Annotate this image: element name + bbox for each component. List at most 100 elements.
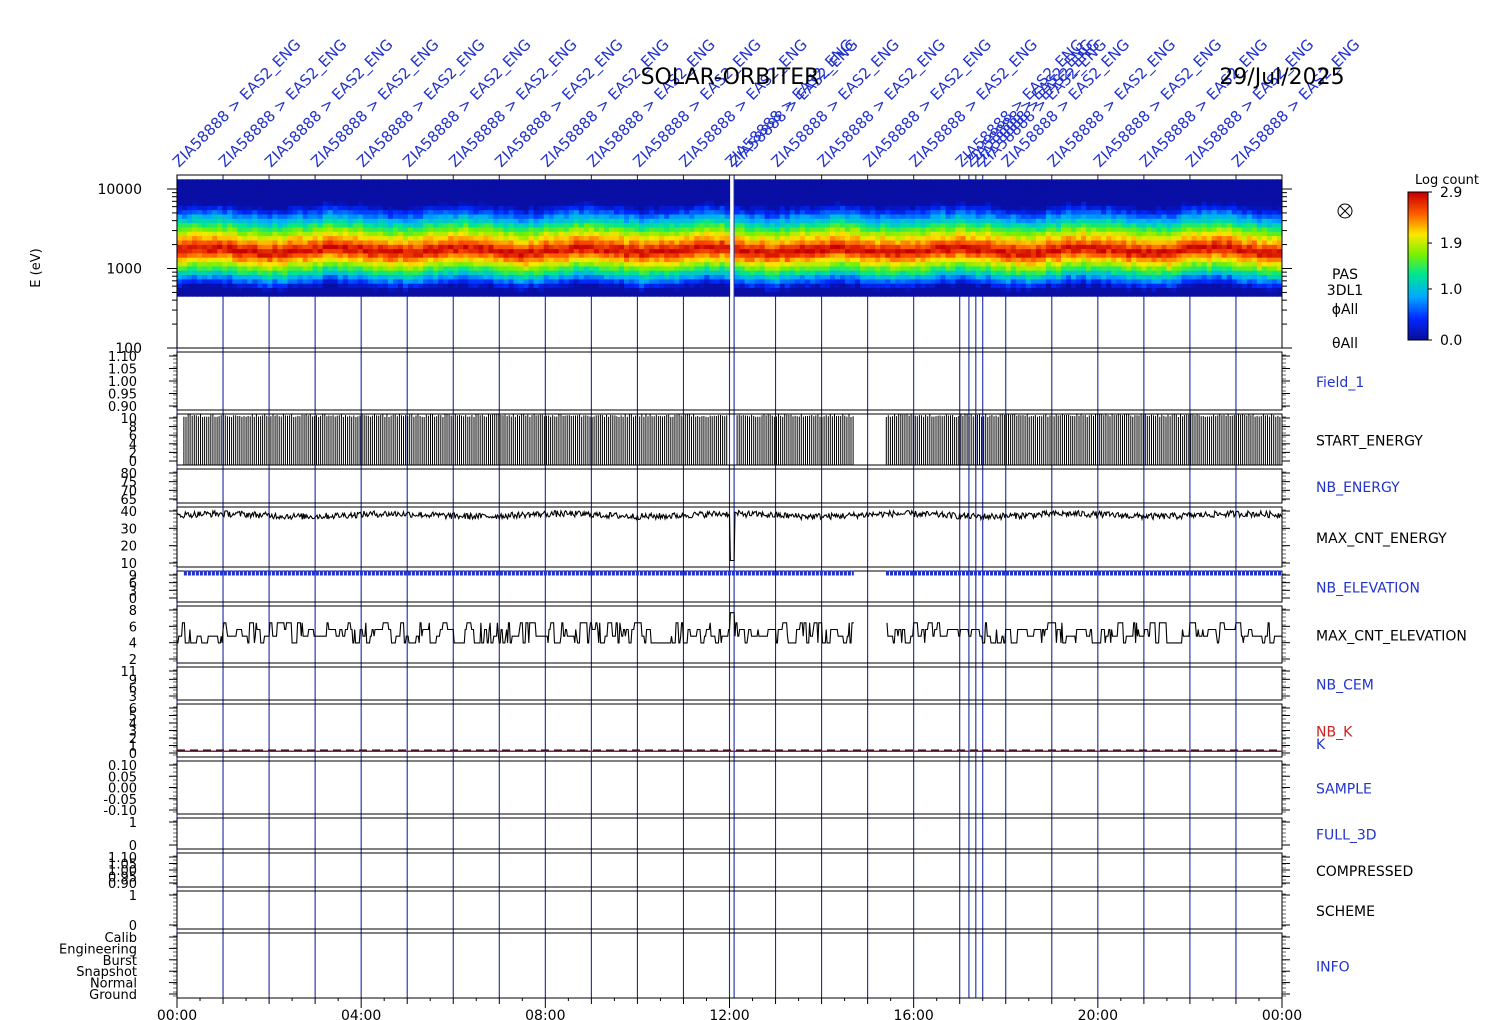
spectrogram-cell <box>915 283 921 288</box>
spectrogram-cell <box>573 196 580 202</box>
spectrogram-cell <box>523 252 530 258</box>
spectrogram-cell <box>875 231 881 237</box>
spectrogram-cell <box>654 196 660 202</box>
spectrogram-cell <box>262 278 268 284</box>
spectrogram-cell <box>880 213 886 219</box>
spectrogram-cell <box>809 205 816 211</box>
spectrogram-cell <box>237 235 243 241</box>
spectrogram-cell <box>629 270 635 275</box>
spectrogram-cell <box>704 244 710 250</box>
spectrogram-cell <box>543 235 550 241</box>
spectrogram-cell <box>247 278 253 284</box>
spectrogram-cell <box>478 287 484 293</box>
spectrogram-cell <box>287 287 294 293</box>
spectrogram-cell <box>1076 244 1082 250</box>
spectrogram-cell <box>493 287 499 293</box>
spectrogram-cell <box>428 274 434 280</box>
spectrogram-cell <box>1081 179 1087 185</box>
spectrogram-cell <box>307 179 314 185</box>
spectrogram-cell <box>1030 205 1037 211</box>
spectrogram-cell <box>769 287 776 293</box>
spectrogram-cell <box>960 222 967 228</box>
spectrogram-cell <box>789 248 796 254</box>
spectrogram-cell <box>237 226 243 232</box>
spectrogram-cell <box>292 252 299 258</box>
spectrogram-cell <box>830 274 836 280</box>
spectrogram-cell <box>483 213 489 219</box>
spectrogram-cell <box>423 291 429 297</box>
spectrogram-cell <box>940 205 947 211</box>
spectrogram-cell <box>799 274 806 280</box>
spectrogram-cell <box>453 209 459 215</box>
spectrogram-cell <box>1000 179 1007 185</box>
spectrogram-cell <box>468 261 474 267</box>
spectrogram-cell <box>679 188 685 193</box>
spectrogram-cell <box>719 192 726 198</box>
spectrogram-cell <box>995 209 1002 215</box>
spectrogram-cell <box>694 201 700 206</box>
spectrogram-cell <box>553 265 560 271</box>
spectrogram-cell <box>583 192 590 198</box>
spectrogram-cell <box>629 209 635 215</box>
spectrogram-cell <box>789 183 796 189</box>
spectrogram-cell <box>910 205 916 211</box>
spectrogram-cell <box>247 222 253 228</box>
spectrogram-cell <box>860 196 866 202</box>
spectrogram-cell <box>317 287 324 293</box>
spectrogram-cell <box>749 213 756 219</box>
spectrogram-cell <box>689 201 695 206</box>
spectrogram-cell <box>945 283 952 288</box>
spectrogram-cell <box>1035 265 1042 271</box>
spectrogram-cell <box>915 209 921 215</box>
spectrogram-cell <box>764 192 771 198</box>
spectrogram-cell <box>840 183 846 189</box>
spectrogram-cell <box>302 244 309 250</box>
spectrogram-cell <box>900 235 906 241</box>
spectrogram-cell <box>443 244 449 250</box>
spectrogram-cell <box>980 291 987 297</box>
spectrogram-cell <box>212 192 218 198</box>
spectrogram-cell <box>870 213 876 219</box>
spectrogram-cell <box>764 244 771 250</box>
spectrogram-cell <box>764 196 771 202</box>
spectrogram-cell <box>915 239 921 245</box>
spectrogram-cell <box>367 205 374 211</box>
spectrogram-cell <box>232 179 238 185</box>
spectrogram-cell <box>1040 201 1047 206</box>
spectrogram-cell <box>317 252 324 258</box>
spectrogram-cell <box>382 278 389 284</box>
spectrogram-cell <box>433 283 439 288</box>
spectrogram-cell <box>227 257 233 263</box>
spectrogram-cell <box>538 257 545 263</box>
spectrogram-cell <box>634 261 640 267</box>
spectrogram-cell <box>312 283 319 288</box>
spectrogram-cell <box>1076 278 1082 284</box>
spectrogram-cell <box>393 188 399 193</box>
spectrogram-cell <box>302 205 309 211</box>
spectrogram-cell <box>784 196 791 202</box>
spectrogram-cell <box>568 244 575 250</box>
spectrogram-cell <box>980 270 987 275</box>
spectrogram-cell <box>1081 235 1087 241</box>
spectrogram-cell <box>327 261 334 267</box>
spectrogram-cell <box>970 257 977 263</box>
spectrogram-cell <box>347 218 354 224</box>
spectrogram-cell <box>297 252 304 258</box>
spectrogram-cell <box>769 183 776 189</box>
spectrogram-cell <box>212 218 218 224</box>
spectrogram-cell <box>498 257 505 263</box>
spectrogram-cell <box>367 274 374 280</box>
spectrogram-cell <box>1056 196 1062 202</box>
spectrogram-cell <box>830 226 836 232</box>
spectrogram-cell <box>603 235 610 241</box>
spectrogram-cell <box>418 257 424 263</box>
spectrogram-cell <box>227 291 233 297</box>
spectrogram-cell <box>347 278 354 284</box>
spectrogram-cell <box>799 183 806 189</box>
spectrogram-cell <box>558 222 565 228</box>
spectrogram-cell <box>875 188 881 193</box>
spectrogram-cell <box>393 218 399 224</box>
spectrogram-cell <box>533 201 540 206</box>
spectrogram-cell <box>503 183 510 189</box>
spectrogram-cell <box>609 287 615 293</box>
